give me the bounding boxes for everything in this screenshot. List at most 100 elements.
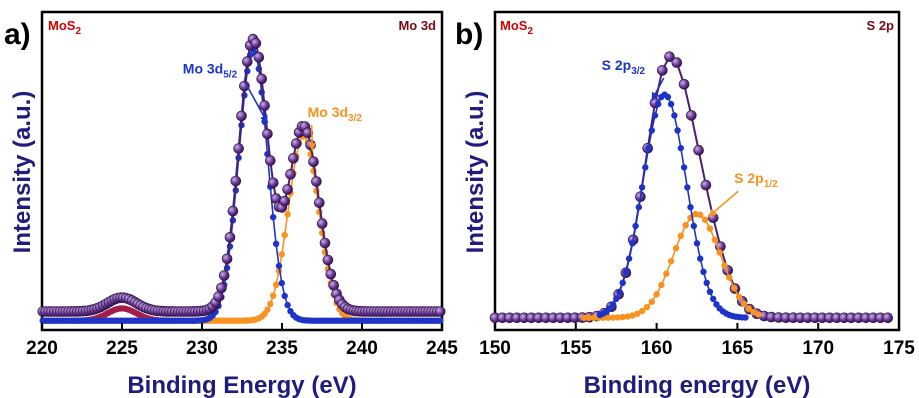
data-point <box>706 288 714 295</box>
data-point <box>648 127 655 134</box>
data-point <box>284 301 291 309</box>
data-point <box>278 279 285 287</box>
data-point <box>638 307 646 315</box>
region-label: Mo 3d <box>398 18 436 33</box>
data-point <box>242 56 253 67</box>
data-point <box>674 127 681 134</box>
x-tick-label: 150 <box>479 338 511 359</box>
data-point <box>614 314 621 321</box>
data-point <box>278 251 285 258</box>
sample-label: MoS2 <box>500 18 533 37</box>
panel-a: Mo 3d5/2 Mo 3d3/2 220 225 230 235 240 245 a) M… <box>4 10 458 398</box>
x-tick-label: 240 <box>346 338 378 359</box>
arrow-head <box>308 142 317 151</box>
data-point <box>643 304 651 311</box>
data-point <box>658 281 665 289</box>
series-line <box>42 135 441 322</box>
data-point <box>690 222 697 230</box>
data-point <box>311 176 322 187</box>
data-point <box>580 314 588 321</box>
data-point <box>609 301 617 308</box>
data-point <box>616 288 623 295</box>
data-point <box>281 231 288 239</box>
data-point <box>664 93 672 101</box>
x-tick-label: 220 <box>26 338 58 359</box>
data-point <box>216 282 227 294</box>
data-point <box>279 195 291 207</box>
data-point <box>755 311 762 318</box>
data-point <box>270 214 277 221</box>
data-point <box>308 156 319 167</box>
x-tick-label: 230 <box>186 338 218 359</box>
data-point <box>645 144 652 152</box>
data-point <box>655 100 662 108</box>
data-point <box>282 184 293 195</box>
y-axis-label: Intensity (a.u.) <box>9 91 36 254</box>
x-tick-label: 245 <box>426 338 458 359</box>
data-point <box>693 144 704 156</box>
data-point <box>253 51 265 63</box>
component-series-mo32 <box>39 133 444 324</box>
data-point <box>313 197 325 208</box>
data-point <box>678 79 690 90</box>
peak-label: Mo 3d5/2 <box>183 61 238 81</box>
data-point <box>651 112 659 119</box>
x-axis-label: Binding energy (eV) <box>584 372 811 398</box>
peak-label: Mo 3d3/2 <box>308 104 363 124</box>
data-point <box>638 184 646 191</box>
data-point <box>629 312 636 319</box>
data-point <box>272 240 280 247</box>
data-point <box>264 306 271 313</box>
data-point <box>585 314 592 321</box>
x-tick-label: 155 <box>560 338 592 359</box>
data-point <box>275 262 283 270</box>
panel-letter: b) <box>455 18 483 51</box>
envelope-series <box>37 33 446 317</box>
plot-frame <box>40 10 444 332</box>
data-point <box>667 258 675 265</box>
data-point <box>285 169 296 180</box>
peak-annotation: S 2p1/2 <box>707 170 778 218</box>
data-point <box>590 314 597 321</box>
arrow-head <box>260 114 268 124</box>
data-point <box>259 100 270 111</box>
data-point <box>721 262 728 269</box>
data-point <box>680 164 688 171</box>
plot-area: S 2p3/2 S 2p1/2 <box>489 51 894 324</box>
data-point <box>711 236 718 243</box>
x-tick-label: 235 <box>266 338 298 359</box>
data-point <box>221 253 233 265</box>
x-tick-label: 160 <box>641 338 673 359</box>
series-line <box>42 37 441 313</box>
data-point <box>882 312 894 324</box>
data-point <box>288 153 299 164</box>
data-point <box>270 292 277 299</box>
data-point <box>742 314 749 321</box>
data-point <box>256 73 268 85</box>
data-point <box>319 237 331 249</box>
data-point <box>677 232 684 239</box>
data-point <box>619 279 626 286</box>
data-point <box>290 138 302 149</box>
data-point <box>684 184 691 191</box>
data-point <box>609 314 617 321</box>
data-point <box>284 211 291 218</box>
data-point <box>233 143 244 154</box>
data-point <box>726 274 733 281</box>
data-point <box>239 80 250 92</box>
data-point <box>677 144 684 152</box>
data-point <box>731 285 738 292</box>
data-point <box>262 128 273 140</box>
data-point <box>236 110 247 122</box>
data-point <box>693 240 701 247</box>
x-tick-label: 170 <box>802 338 834 359</box>
component-series-mo52 <box>39 45 444 324</box>
data-point <box>663 270 670 277</box>
data-point <box>625 255 633 262</box>
data-point <box>710 295 717 303</box>
data-point <box>692 210 699 218</box>
y-axis-label: Intensity (a.u.) <box>462 91 489 254</box>
data-point <box>700 179 712 191</box>
data-point <box>671 57 683 68</box>
peak-annotation: S 2p3/2 <box>602 57 665 102</box>
